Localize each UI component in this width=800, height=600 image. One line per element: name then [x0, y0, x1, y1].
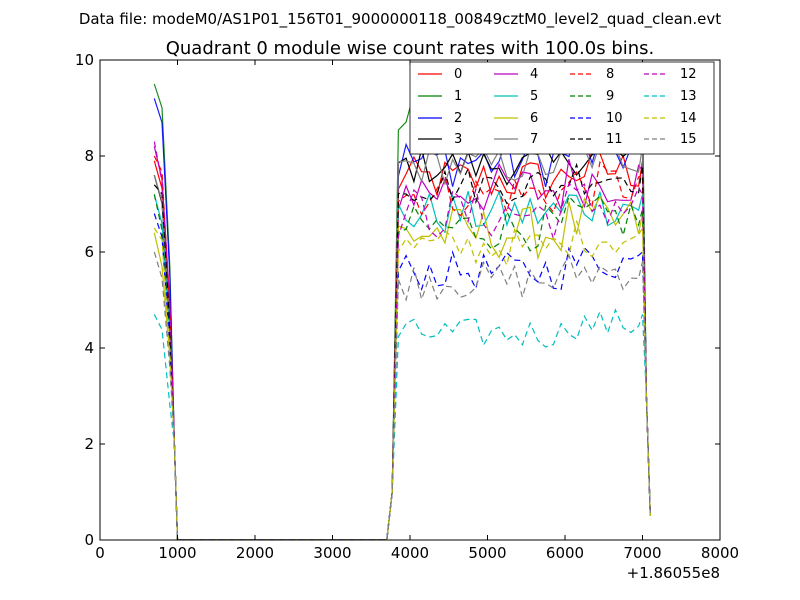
x-tick-label: 4000 — [391, 544, 429, 562]
y-tick-label: 0 — [84, 531, 94, 549]
series-line-4 — [153, 146, 651, 540]
legend-label-6: 6 — [530, 111, 538, 126]
series-line-5 — [153, 189, 651, 540]
legend-label-5: 5 — [530, 89, 538, 104]
series-line-0 — [153, 150, 651, 540]
x-tick-label: 6000 — [546, 544, 584, 562]
series-line-14 — [153, 220, 651, 540]
series-line-3 — [153, 138, 651, 540]
series-line-15 — [153, 251, 651, 540]
series-layer — [153, 83, 651, 540]
series-line-2 — [153, 98, 651, 540]
figure-suptitle: Data file: modeM0/AS1P01_156T01_90000001… — [79, 10, 721, 29]
x-tick-label: 2000 — [236, 544, 274, 562]
y-tick-label: 8 — [84, 147, 94, 165]
x-tick-label: 1000 — [158, 544, 196, 562]
series-line-13 — [153, 308, 651, 540]
legend-label-9: 9 — [606, 89, 614, 104]
legend-label-11: 11 — [606, 132, 623, 147]
series-line-7 — [153, 142, 651, 540]
series-line-12 — [153, 141, 651, 540]
legend-label-0: 0 — [454, 67, 462, 82]
legend-label-13: 13 — [680, 89, 697, 104]
x-tick-label: 8000 — [701, 544, 739, 562]
legend-label-3: 3 — [454, 132, 462, 147]
y-tick-label: 6 — [84, 243, 94, 261]
x-axis-offset-label: +1.86055e8 — [627, 564, 720, 582]
legend-label-7: 7 — [530, 132, 538, 147]
legend-label-14: 14 — [680, 111, 697, 126]
x-tick-label: 7000 — [623, 544, 661, 562]
y-tick-label: 2 — [84, 435, 94, 453]
y-tick-label: 10 — [75, 51, 94, 69]
x-tick-label: 3000 — [313, 544, 351, 562]
series-line-8 — [153, 155, 651, 540]
y-tick-label: 4 — [84, 339, 94, 357]
legend-label-4: 4 — [530, 67, 538, 82]
series-line-10 — [153, 213, 651, 540]
series-line-9 — [153, 194, 651, 540]
series-line-11 — [153, 162, 651, 540]
legend-label-10: 10 — [606, 111, 623, 126]
legend-label-12: 12 — [680, 67, 697, 82]
legend-label-15: 15 — [680, 132, 697, 147]
x-tick-label: 0 — [95, 544, 105, 562]
x-axis: 0 1000 2000 3000 4000 5000 6000 7000 8000 — [95, 60, 739, 562]
legend-label-1: 1 — [454, 89, 462, 104]
legend-label-8: 8 — [606, 67, 614, 82]
chart-title: Quadrant 0 module wise count rates with … — [166, 38, 655, 59]
x-tick-label: 5000 — [468, 544, 506, 562]
legend-label-2: 2 — [454, 111, 462, 126]
series-line-6 — [153, 195, 651, 540]
